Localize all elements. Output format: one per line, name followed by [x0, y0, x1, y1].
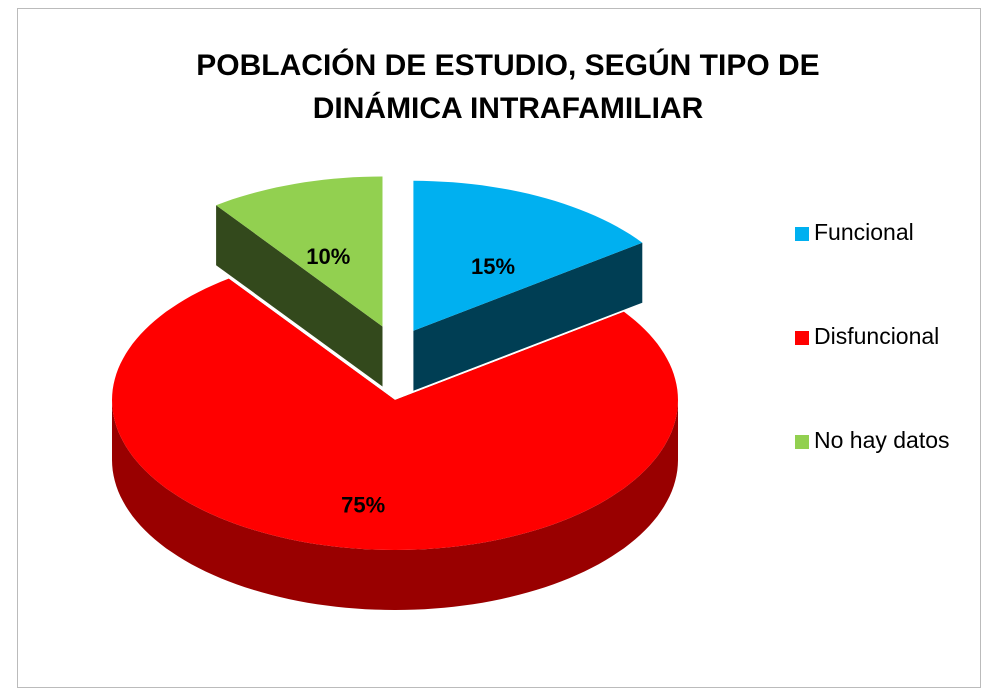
slice	[413, 180, 643, 331]
slice-side	[216, 205, 383, 387]
legend-label: No hay datos	[814, 427, 950, 453]
legend-label: Disfuncional	[814, 323, 939, 349]
legend-swatch	[795, 435, 809, 449]
legend-label: Funcional	[814, 219, 914, 245]
data-label: 15%	[471, 254, 515, 279]
data-label: 75%	[341, 492, 385, 517]
data-label: 10%	[306, 244, 350, 269]
legend-swatch	[795, 331, 809, 345]
legend-swatch	[795, 227, 809, 241]
chart-title: POBLACIÓN DE ESTUDIO, SEGÚN TIPO DE DINÁ…	[196, 49, 820, 125]
slice-wall	[112, 400, 678, 610]
slice-side	[413, 242, 643, 391]
slice	[112, 278, 678, 550]
slice	[216, 176, 383, 327]
